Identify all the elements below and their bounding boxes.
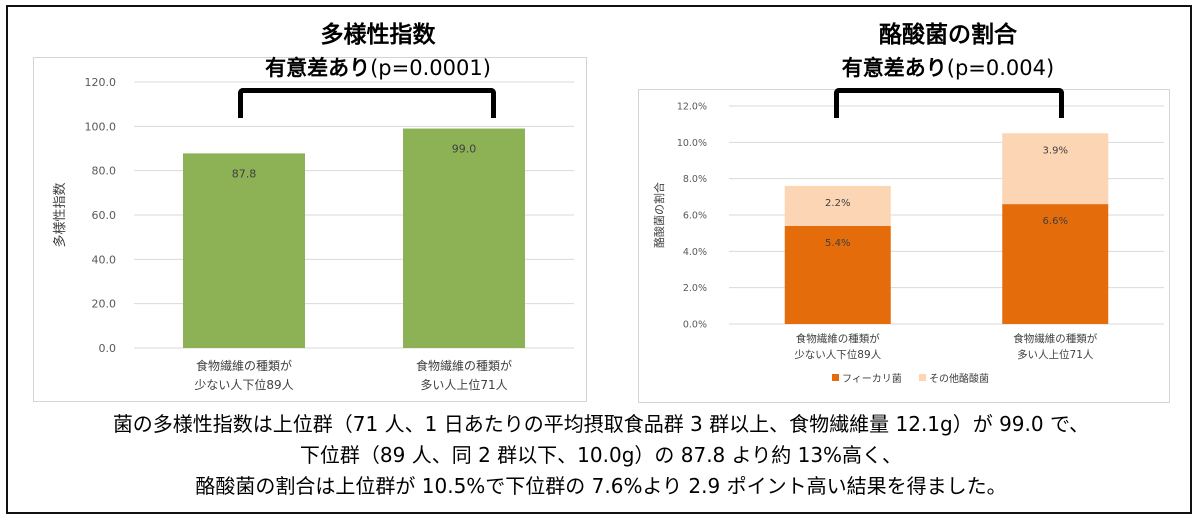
data-label: 6.6% — [1043, 216, 1068, 227]
butyrate-p-value: (p=0.004) — [946, 56, 1055, 80]
y-axis-label: 多様性指数 — [52, 182, 68, 247]
bar-segment — [784, 225, 891, 324]
x-tick-label: 食物繊維の種類が — [416, 358, 512, 373]
butyrate-significance: 有意差あり(p=0.004) — [768, 54, 1128, 82]
y-tick-label: 10.0% — [677, 138, 707, 149]
y-tick-label: 0.0 — [99, 342, 117, 355]
data-label: 3.9% — [1043, 145, 1068, 156]
y-tick-label: 80.0 — [92, 165, 117, 178]
y-tick-label: 0.0% — [683, 320, 707, 331]
legend-label: フィーカリ菌 — [842, 373, 902, 385]
data-label: 5.4% — [825, 238, 850, 249]
butyrate-chart-title: 酪酸菌の割合 — [879, 22, 1017, 48]
y-axis-label: 酪酸菌の割合 — [652, 182, 666, 248]
data-label: 99.0 — [452, 143, 477, 156]
diversity-significance: 有意差あり(p=0.0001) — [188, 54, 568, 82]
figure-frame: 0.0 20.0 40.0 60.0 80.0 100.0 120.0 多様性指数 87.8 食物… — [6, 5, 1192, 514]
y-tick-label: 40.0 — [92, 253, 117, 266]
legend-label: その他酪酸菌 — [929, 372, 989, 385]
x-tick-label: 少ない人下位89人 — [194, 377, 293, 392]
y-tick-label: 2.0% — [683, 283, 707, 294]
diversity-significance-bracket — [238, 88, 496, 118]
bar — [403, 128, 525, 348]
caption-line-3: 酪酸菌の割合は上位群が 10.5%で下位群の 7.6%より 2.9 ポイント高い… — [195, 474, 1007, 498]
x-tick-label: 多い人上位71人 — [1017, 348, 1094, 361]
bar — [183, 153, 305, 348]
x-tick-label: 食物繊維の種類が — [796, 332, 880, 345]
y-tick-label: 4.0% — [683, 247, 707, 258]
y-tick-label: 100.0 — [85, 120, 117, 133]
diversity-chart-title: 多様性指数 — [320, 22, 436, 48]
caption-line-2: 下位群（89 人、同 2 群以下、10.0g）の 87.8 より約 13%高く、 — [299, 443, 903, 467]
y-tick-label: 20.0 — [92, 298, 117, 311]
x-tick-label: 少ない人下位89人 — [794, 348, 881, 361]
y-tick-label: 60.0 — [92, 209, 117, 222]
data-label: 2.2% — [825, 198, 850, 209]
diversity-chart: 0.0 20.0 40.0 60.0 80.0 100.0 120.0 多様性指数 87.8 食物… — [52, 76, 574, 392]
diversity-significance-label: 有意差あり — [265, 56, 371, 80]
butyrate-chart-panel: 0.0% 2.0% 4.0% 6.0% 8.0% 10.0% 12.0% 酪酸菌の割合 5.4%… — [638, 89, 1170, 403]
x-tick-label: 食物繊維の種類が — [196, 358, 292, 373]
caption-line-1: 菌の多様性指数は上位群（71 人、1 日あたりの平均摂取食品群 3 群以上、食物… — [112, 412, 1090, 436]
bar-segment — [1002, 204, 1109, 324]
bar-segment — [1002, 133, 1109, 205]
y-tick-label: 120.0 — [85, 76, 117, 89]
butyrate-chart: 0.0% 2.0% 4.0% 6.0% 8.0% 10.0% 12.0% 酪酸菌の割合 5.4%… — [652, 102, 1164, 385]
bar-segment — [784, 185, 891, 226]
legend-swatch — [919, 374, 926, 381]
legend-swatch — [832, 374, 839, 381]
x-tick-label: 食物繊維の種類が — [1013, 332, 1097, 345]
y-tick-label: 8.0% — [683, 174, 707, 185]
y-tick-label: 6.0% — [683, 211, 707, 222]
x-tick-label: 多い人上位71人 — [420, 377, 507, 392]
butyrate-significance-label: 有意差あり — [841, 56, 947, 80]
data-label: 87.8 — [232, 167, 257, 180]
butyrate-significance-bracket — [834, 88, 1064, 118]
diversity-p-value: (p=0.0001) — [370, 56, 491, 80]
y-tick-label: 12.0% — [677, 102, 707, 113]
